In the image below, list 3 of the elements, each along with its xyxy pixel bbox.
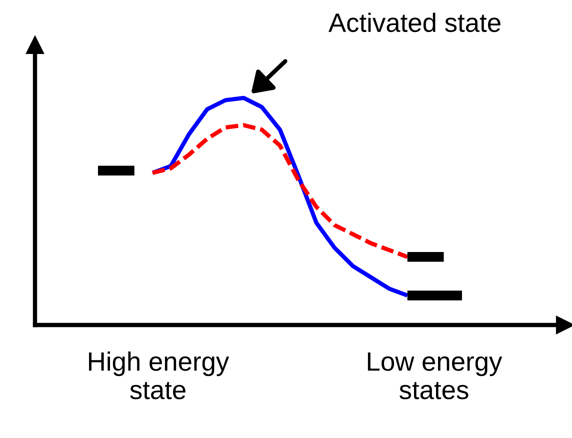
text: Activated state <box>328 12 500 32</box>
text: High energy state <box>89 351 230 400</box>
text: Low energy states <box>368 352 502 400</box>
